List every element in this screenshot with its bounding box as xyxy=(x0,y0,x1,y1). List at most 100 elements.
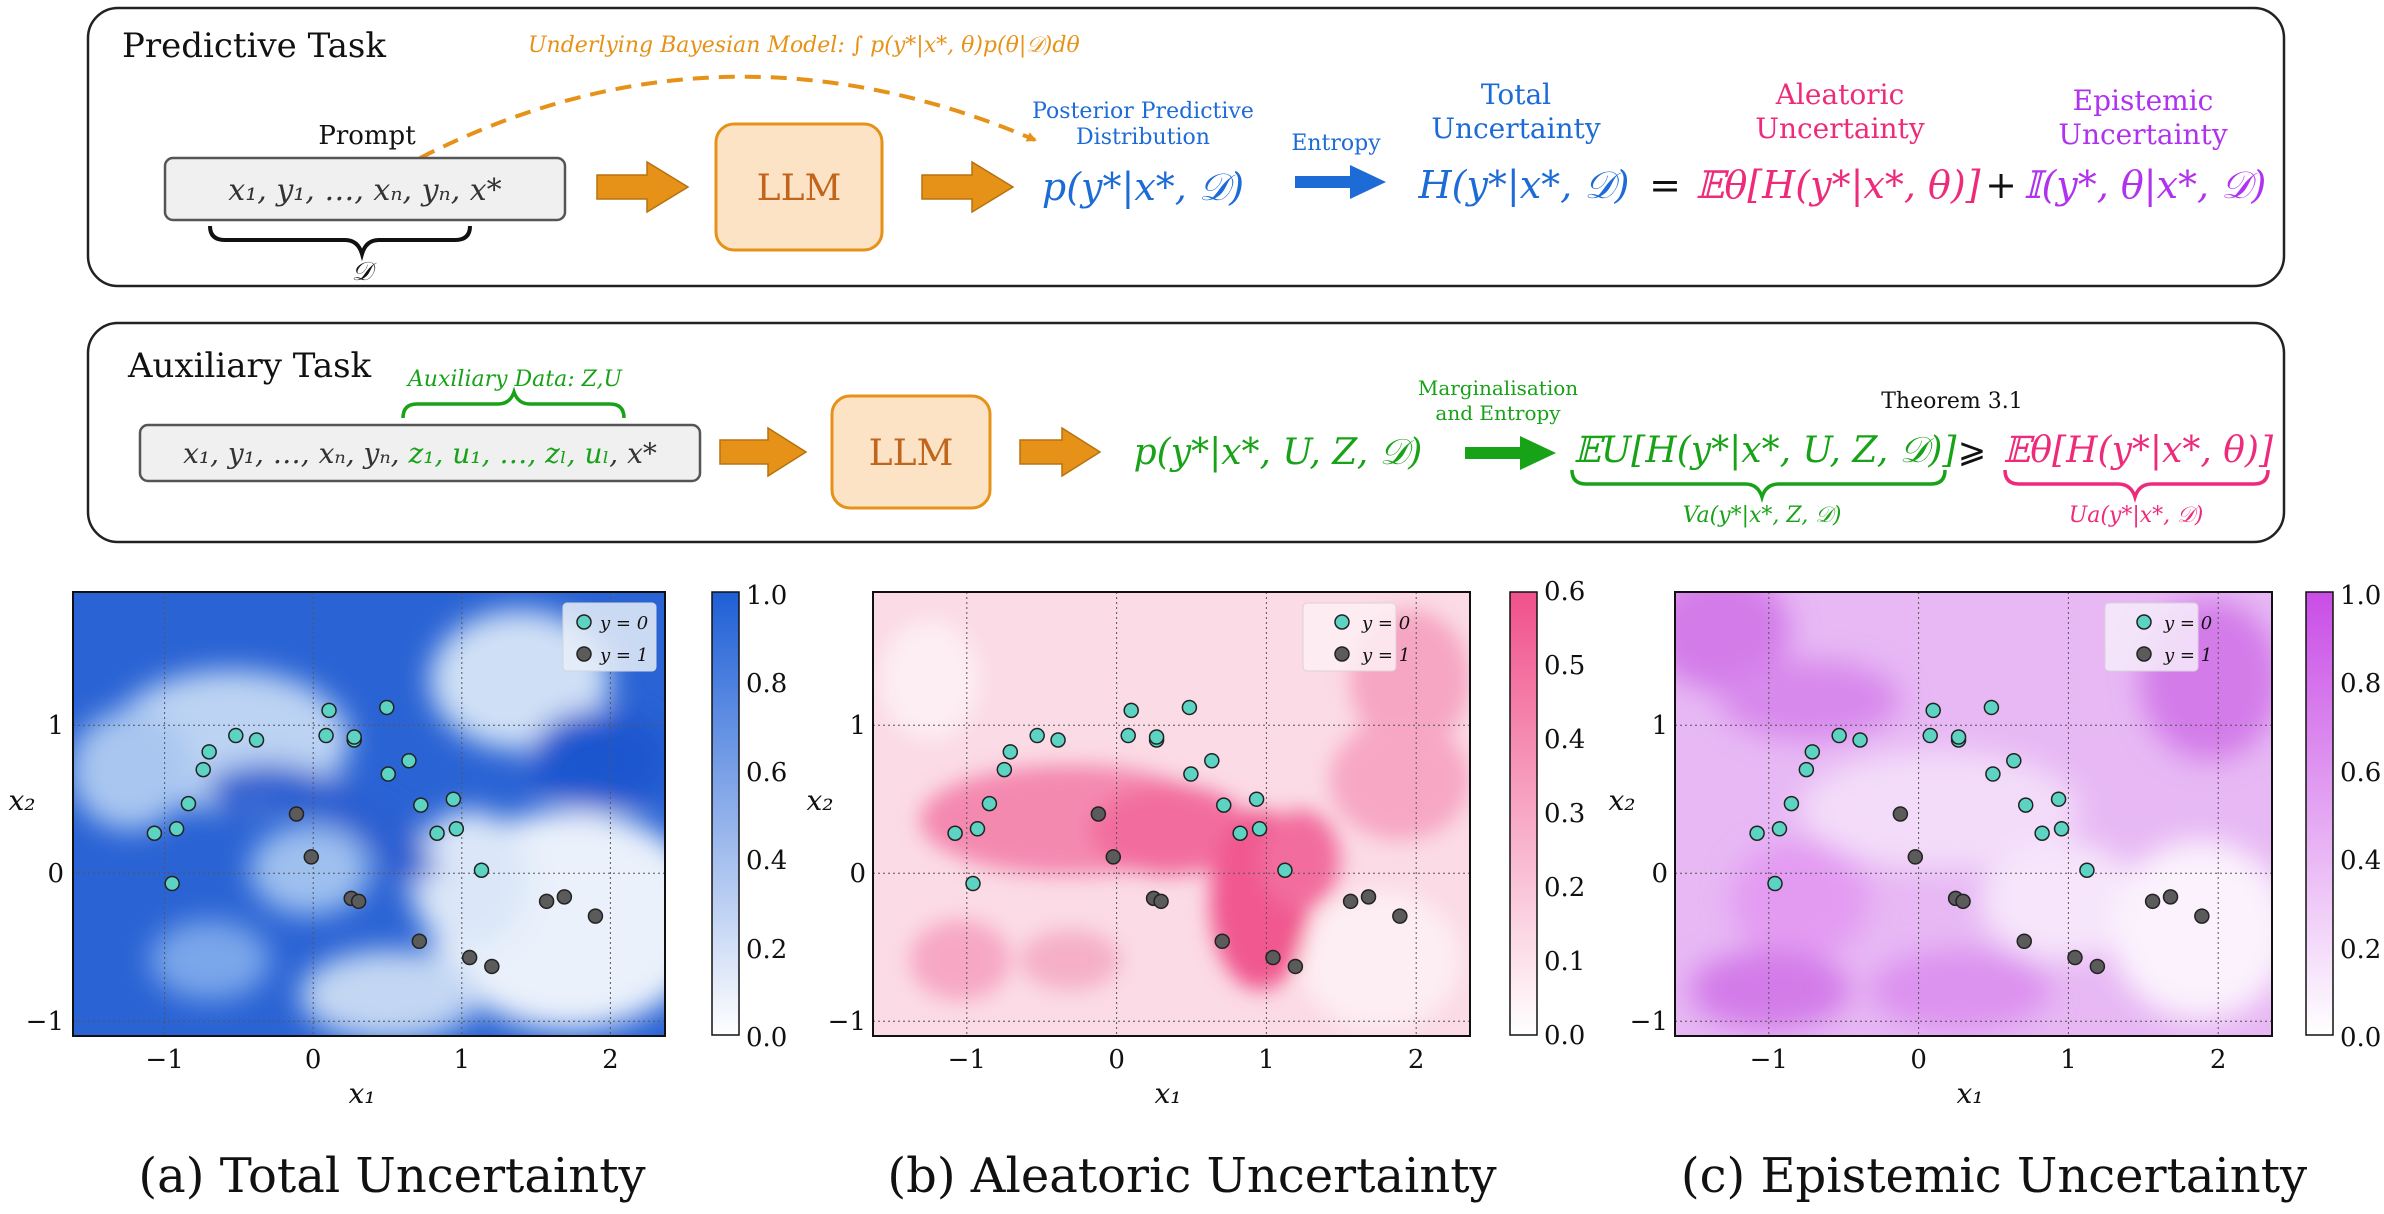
point-class-1 xyxy=(1153,893,1169,910)
aux-prompt-box xyxy=(138,423,702,483)
colorbar-tick: 0.2 xyxy=(746,935,787,965)
y-tick-label: 1 xyxy=(849,711,866,741)
point-class-0 xyxy=(1215,797,1232,813)
underlying-model-arrow xyxy=(419,74,1037,160)
colorbar-tick: 0.5 xyxy=(1544,651,1585,681)
y-axis-label: x₂ xyxy=(8,784,35,817)
point-class-0 xyxy=(2017,797,2034,813)
colorbar-tick: 0.2 xyxy=(2340,935,2381,965)
arrow-aux-llm-to-pred xyxy=(1019,426,1102,478)
equals-sign: = xyxy=(1649,163,1681,207)
scatter-points xyxy=(146,699,604,975)
colorbar-tick: 0.8 xyxy=(746,669,787,699)
aleatoric-label-line2: Uncertainty xyxy=(1755,112,1924,145)
legend-marker-y0 xyxy=(1334,614,1350,630)
point-class-1 xyxy=(556,889,573,905)
arrow-marginalisation xyxy=(1465,436,1556,470)
marginalisation-label-line1: Marginalisation xyxy=(1418,376,1578,400)
y-tick-label: −1 xyxy=(1630,1007,1668,1037)
grid-lines xyxy=(1675,592,2272,1036)
legend-marker-y1 xyxy=(1334,646,1350,662)
x-axis-label: x₁ xyxy=(1154,1077,1181,1110)
legend-label-y1: y = 1 xyxy=(599,645,648,666)
llm-box xyxy=(714,122,884,252)
colorbar-tick: 0.6 xyxy=(2340,758,2381,788)
point-class-1 xyxy=(2144,893,2161,910)
auxiliary-task-title: Auxiliary Task xyxy=(127,346,372,386)
colorbar-tick: 0.1 xyxy=(1544,947,1585,977)
rhs-brace-label: Ua(y*|x*, 𝒟) xyxy=(2069,503,2204,528)
colorbar-tick: 0.6 xyxy=(746,758,787,788)
point-class-1 xyxy=(461,949,478,966)
colorbar: 1.0 0.8 0.6 0.4 0.2 0.0 xyxy=(2305,581,2381,1053)
legend-label-y0: y = 0 xyxy=(1361,613,1410,634)
point-class-0 xyxy=(1749,825,1765,841)
point-class-0 xyxy=(2050,791,2067,807)
point-class-0 xyxy=(1183,766,1199,782)
point-class-1 xyxy=(1907,849,1924,865)
point-class-0 xyxy=(1277,862,1293,878)
x-tick-label: 0 xyxy=(1108,1045,1125,1075)
point-class-0 xyxy=(1181,699,1198,716)
point-class-0 xyxy=(1204,752,1220,769)
auxiliary-data-brace xyxy=(401,386,626,419)
legend-label-y0: y = 0 xyxy=(599,613,648,634)
legend: y = 0 y = 1 xyxy=(562,602,657,672)
y-tick-label: 0 xyxy=(849,859,866,889)
colorbar-tick: 1.0 xyxy=(746,581,787,611)
point-class-1 xyxy=(484,958,500,975)
x-tick-label: −1 xyxy=(145,1045,183,1075)
colorbar: 1.0 0.8 0.6 0.4 0.2 0.0 xyxy=(711,581,787,1053)
epistemic-label-line2: Uncertainty xyxy=(2058,118,2227,151)
point-class-0 xyxy=(1983,699,2000,716)
point-class-0 xyxy=(180,795,197,812)
colorbar-tick: 0.8 xyxy=(2340,669,2381,699)
point-class-0 xyxy=(1950,729,1967,745)
point-class-0 xyxy=(321,702,337,719)
colorbar-tick: 0.0 xyxy=(1544,1021,1585,1051)
caption: (c) Epistemic Uncertainty xyxy=(1681,1148,2307,1204)
point-class-0 xyxy=(445,791,462,807)
point-class-0 xyxy=(380,766,396,782)
colorbar: 0.6 0.5 0.4 0.3 0.2 0.1 0.0 xyxy=(1509,577,1585,1051)
prompt-label: Prompt xyxy=(318,121,416,151)
theorem-label: Theorem 3.1 xyxy=(1881,389,2023,414)
heatmap-epistemic-uncertainty: y = 0 y = 1 −1 0 1 2 −1 0 1 x₁ x₂ 1.0 0.… xyxy=(1608,581,2381,1204)
x-tick-label: 2 xyxy=(602,1045,619,1075)
legend-label-y1: y = 1 xyxy=(1361,645,1410,666)
point-class-0 xyxy=(965,875,981,892)
aux-rhs-formula: 𝔼θ[H(y*|x*, θ)] xyxy=(2003,430,2274,471)
x-tick-label: 0 xyxy=(305,1045,322,1075)
point-class-0 xyxy=(981,795,998,812)
y-axis-label: x₂ xyxy=(806,784,833,817)
llm-label: LLM xyxy=(757,168,842,209)
point-class-0 xyxy=(1029,727,1045,744)
total-formula: H(y*|x*, 𝒟) xyxy=(1418,163,1630,207)
geq-sign: ⩾ xyxy=(1958,431,1987,471)
point-class-1 xyxy=(2016,933,2032,950)
arrow-prompt-to-llm xyxy=(596,160,690,214)
point-class-1 xyxy=(1342,893,1359,910)
prompt-box xyxy=(163,156,567,222)
x-tick-label: −1 xyxy=(948,1045,986,1075)
point-class-0 xyxy=(1148,729,1165,745)
legend: y = 0 y = 1 xyxy=(2104,602,2212,672)
colorbar-tick: 1.0 xyxy=(2340,581,2381,611)
point-class-0 xyxy=(1798,761,1815,778)
point-class-0 xyxy=(228,727,244,744)
ppd-formula: p(y*|x*, 𝒟) xyxy=(1042,165,1244,209)
y-tick-label: 1 xyxy=(47,711,64,741)
total-label-line2: Uncertainty xyxy=(1431,112,1600,145)
legend: y = 0 y = 1 xyxy=(1302,602,1410,672)
x-tick-label: 1 xyxy=(1258,1045,1275,1075)
colorbar-tick: 0.2 xyxy=(1544,873,1585,903)
aleatoric-label-line1: Aleatoric xyxy=(1775,78,1905,111)
epistemic-label-line1: Epistemic xyxy=(2073,84,2214,117)
lhs-brace-label: Va(y*|x*, Z, 𝒟) xyxy=(1683,503,1842,528)
legend-marker-y1 xyxy=(576,646,592,662)
y-tick-label: 1 xyxy=(1651,711,1668,741)
legend-label-y0: y = 0 xyxy=(2163,613,2212,634)
scatter-points xyxy=(1749,699,2210,975)
point-class-0 xyxy=(1251,821,1268,837)
